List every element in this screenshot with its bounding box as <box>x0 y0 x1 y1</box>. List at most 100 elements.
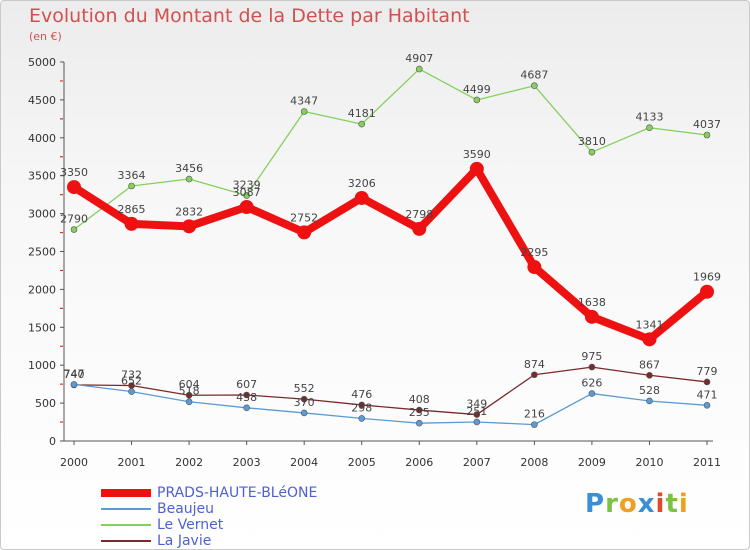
x-tick-label: 2004 <box>290 456 318 469</box>
data-point <box>469 161 484 176</box>
legend-swatch <box>101 508 151 510</box>
data-label: 626 <box>581 377 602 390</box>
legend-swatch <box>101 489 151 497</box>
data-point <box>412 221 427 236</box>
data-label: 349 <box>466 398 487 411</box>
data-label: 3810 <box>578 135 606 148</box>
data-label: 1341 <box>635 318 663 331</box>
data-label: 3590 <box>463 148 491 161</box>
data-point <box>527 260 542 275</box>
data-point <box>243 404 250 412</box>
y-tick-label: 5000 <box>28 56 56 69</box>
y-tick-label: 1500 <box>28 321 56 334</box>
x-tick-label: 2000 <box>60 456 88 469</box>
data-label: 528 <box>639 384 660 397</box>
data-label: 4347 <box>290 94 318 107</box>
x-tick-label: 2008 <box>520 456 548 469</box>
data-label: 4499 <box>463 83 491 96</box>
data-point <box>358 415 366 422</box>
data-label: 370 <box>294 396 315 409</box>
data-point <box>584 309 599 324</box>
data-point <box>646 124 653 132</box>
data-point <box>243 192 250 199</box>
series-line <box>73 366 708 416</box>
x-tick-label: 2002 <box>175 456 203 469</box>
data-label: 4133 <box>635 111 663 124</box>
y-tick-label: 500 <box>35 397 56 410</box>
data-label: 2752 <box>290 211 318 224</box>
series-line <box>70 164 711 344</box>
data-point <box>70 381 78 388</box>
data-point <box>358 401 366 409</box>
data-label: 2832 <box>175 205 203 218</box>
data-point <box>300 395 308 403</box>
data-label: 652 <box>121 375 142 388</box>
data-label: 740 <box>64 368 85 381</box>
legend-label: La Javie <box>157 533 212 549</box>
data-point <box>128 388 135 395</box>
data-label: 4687 <box>520 69 548 82</box>
data-point <box>185 391 193 399</box>
data-label: 2790 <box>60 213 88 226</box>
x-tick-label: 2003 <box>233 456 261 469</box>
data-label: 779 <box>697 365 718 378</box>
legend-item: Beaujeu <box>101 501 317 517</box>
x-tick-label: 2005 <box>348 456 376 469</box>
data-label: 874 <box>524 358 545 371</box>
data-label: 4037 <box>693 118 721 131</box>
data-label: 2798 <box>405 208 433 221</box>
data-label: 3206 <box>348 177 376 190</box>
series-line <box>73 383 708 426</box>
data-label: 476 <box>351 388 372 401</box>
y-tick-label: 3500 <box>28 170 56 183</box>
series-layer <box>67 65 714 428</box>
legend-label: PRADS-HAUTE-BLéONE <box>157 485 318 501</box>
data-label: 235 <box>409 406 430 419</box>
x-tick-label: 2011 <box>693 456 721 469</box>
data-label: 471 <box>697 388 718 401</box>
data-point <box>67 180 81 195</box>
data-point <box>588 363 596 371</box>
legend-item: Le Vernet <box>101 517 317 533</box>
data-point <box>700 284 714 299</box>
y-tick-label: 0 <box>49 435 56 448</box>
data-point <box>128 182 135 190</box>
series-prads-haute-bl-one <box>67 161 714 347</box>
data-point <box>415 419 423 427</box>
data-label: 251 <box>466 405 487 418</box>
data-point <box>354 190 369 205</box>
data-point <box>531 82 538 90</box>
x-tick-label: 2010 <box>635 456 663 469</box>
data-point <box>239 200 254 215</box>
data-point <box>703 401 711 409</box>
data-label: 3350 <box>60 166 88 179</box>
data-label: 408 <box>409 393 430 406</box>
data-labels: 2790 3364 3456 3239 4347 4181 4907 4499 4687 3810… <box>60 52 721 421</box>
data-label: 747 <box>64 367 85 380</box>
legend-item: La Javie <box>101 533 317 549</box>
legend-label: Beaujeu <box>157 501 215 517</box>
series-la-javie <box>70 363 711 418</box>
data-label: 4907 <box>405 52 433 65</box>
proxiti-logo: Proxiti <box>585 489 689 519</box>
data-point <box>182 219 197 234</box>
series-le-vernet <box>70 65 711 233</box>
data-label: 3087 <box>233 186 261 199</box>
data-point <box>243 391 250 399</box>
data-label: 438 <box>236 391 257 404</box>
y-tick-label: 2000 <box>28 283 56 296</box>
data-point <box>300 409 308 417</box>
data-label: 867 <box>639 358 660 371</box>
legend-swatch <box>101 524 151 526</box>
data-point <box>70 226 78 233</box>
data-point <box>124 216 139 231</box>
data-label: 1638 <box>578 296 606 309</box>
data-label: 3456 <box>175 162 203 175</box>
data-point <box>300 108 308 115</box>
data-label: 298 <box>351 401 372 414</box>
legend-item: PRADS-HAUTE-BLéONE <box>101 485 317 501</box>
y-tick-label: 3000 <box>28 208 56 221</box>
data-label: 732 <box>121 369 142 382</box>
